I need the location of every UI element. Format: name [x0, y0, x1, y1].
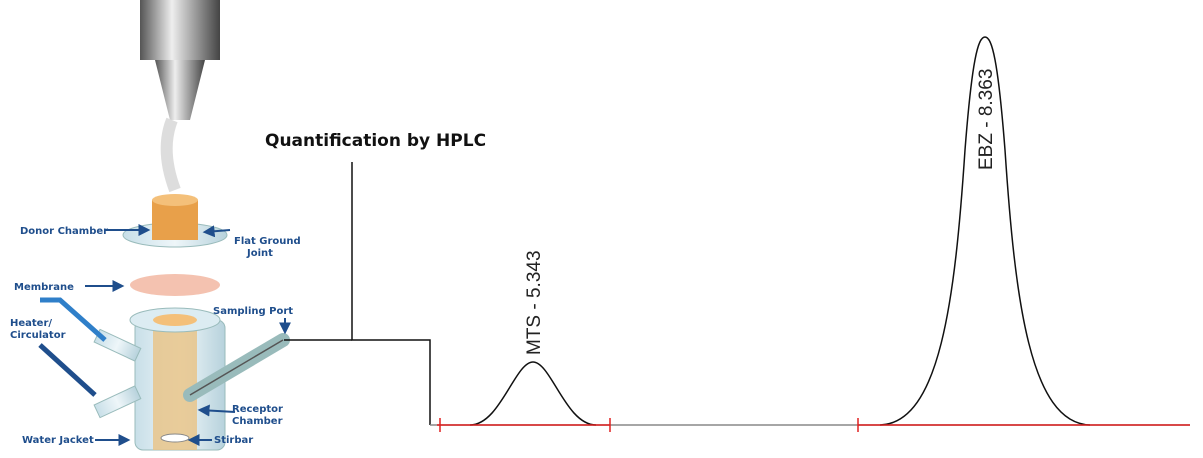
- connector: [352, 162, 430, 425]
- cell-label: Sampling Port: [213, 306, 293, 317]
- label-line: Receptor: [232, 404, 283, 415]
- label-line: Heater/: [10, 318, 52, 329]
- label-line: Membrane: [14, 282, 74, 293]
- label-line: Donor Chamber: [20, 226, 108, 237]
- figure: Donor Chamber Flat GroundJoint Membrane …: [0, 0, 1203, 458]
- peak-label: MTS - 5.343: [524, 250, 545, 355]
- title: Quantification by HPLC: [265, 131, 486, 151]
- label-line: Water Jacket: [22, 435, 94, 446]
- cell-label: Donor Chamber: [20, 226, 108, 237]
- franz-cell: [40, 0, 285, 450]
- cell-label: Water Jacket: [22, 435, 94, 446]
- cell-label: Membrane: [14, 282, 74, 293]
- label-line: Circulator: [10, 330, 66, 341]
- peak-trace: [470, 362, 596, 425]
- label-line: Chamber: [232, 416, 283, 427]
- label-line: Flat Ground: [234, 236, 301, 247]
- chromatogram: [284, 37, 1190, 432]
- label-line: Stirbar: [214, 435, 253, 446]
- peak-label: EBZ - 8.363: [976, 69, 997, 170]
- label-line: Sampling Port: [213, 306, 293, 317]
- cell-label: Heater/Circulator: [10, 318, 66, 341]
- label-line: Joint: [246, 248, 273, 259]
- cell-label: Stirbar: [214, 435, 253, 446]
